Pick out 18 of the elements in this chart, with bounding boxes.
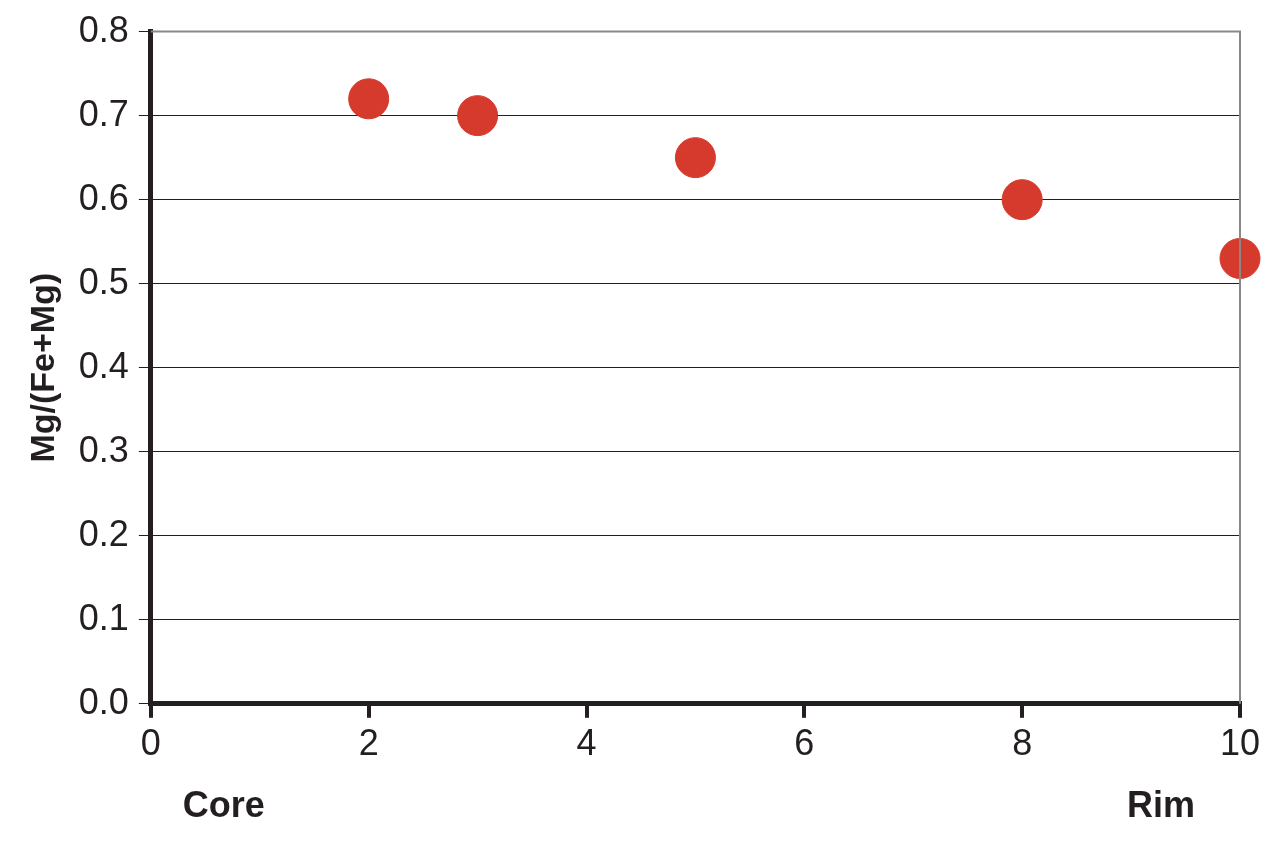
x-tick-label: 8: [1012, 722, 1033, 764]
x-tick-label: 4: [576, 722, 597, 764]
text: Rim: [1126, 783, 1195, 825]
y-tick-label: 0.8: [78, 8, 129, 50]
y-tick-label: 0.1: [78, 596, 129, 638]
y-tick-label: 0.4: [78, 344, 129, 386]
x-tick-label: 0: [140, 722, 161, 764]
x-tick-label: 2: [358, 722, 379, 764]
y-tick-label: 0.2: [78, 512, 129, 554]
y-tick-label: 0.7: [78, 92, 129, 134]
y-axis-title: Mg/(Fe+Mg): [22, 272, 61, 463]
y-tick-label: 0.5: [78, 260, 129, 302]
text: Core: [182, 783, 265, 825]
x-tick-label: 6: [794, 722, 815, 764]
y-tick-label: 0.6: [78, 176, 129, 218]
y-tick-label: 0.0: [78, 680, 129, 722]
x-tick-label: 10: [1219, 722, 1261, 764]
y-tick-label: 0.3: [78, 428, 129, 470]
